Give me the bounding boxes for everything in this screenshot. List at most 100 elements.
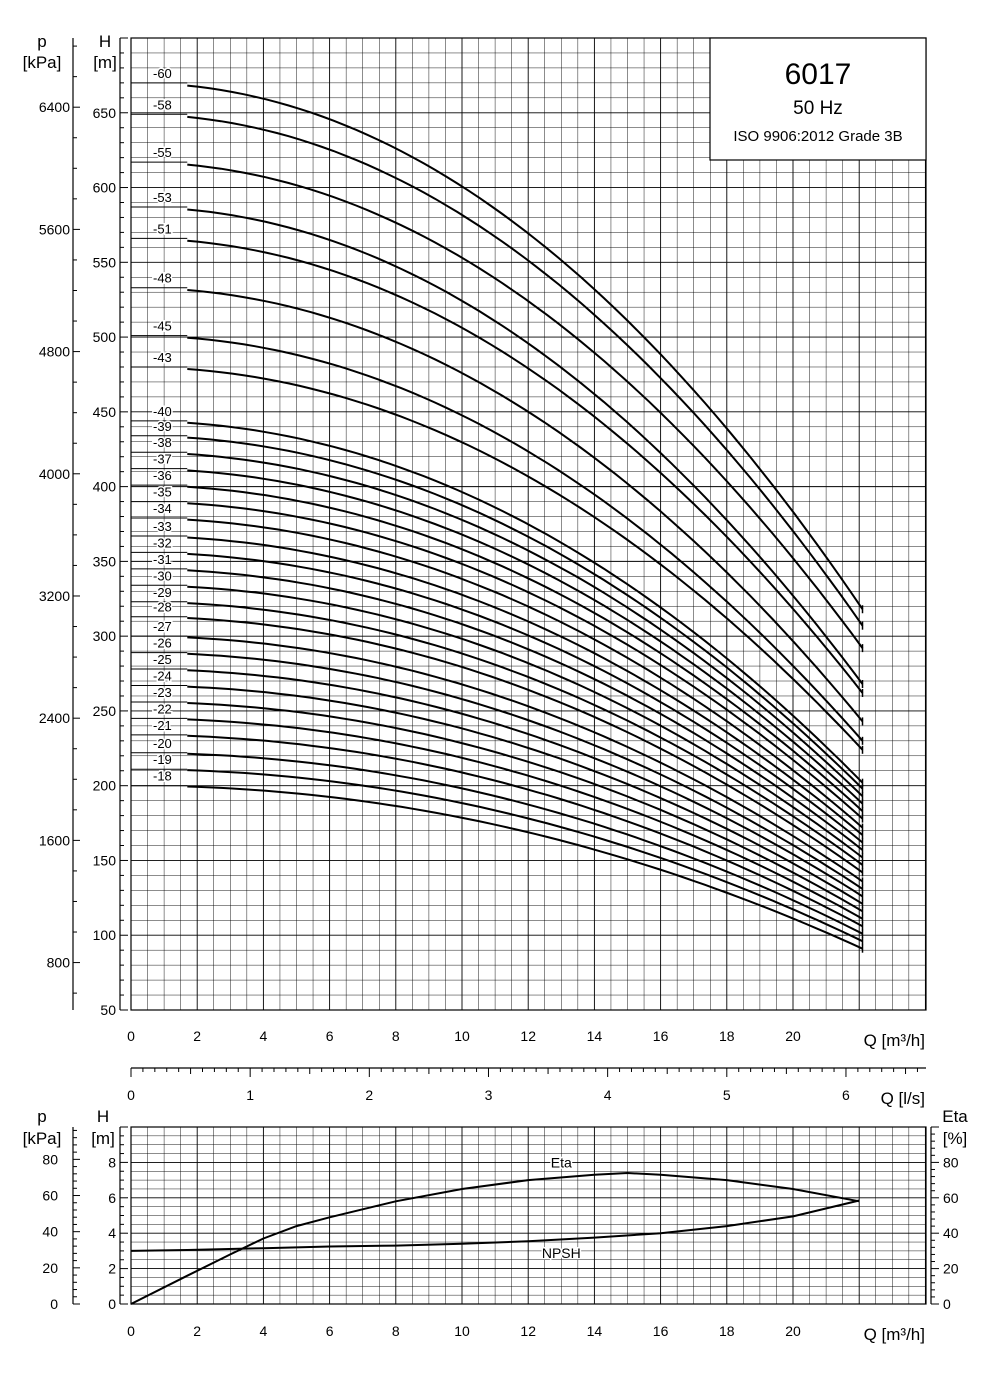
bottom-flow-tick-label: 6 [326,1323,334,1339]
bottom-flow-tick-label: 16 [653,1323,669,1339]
flow-ls-tick-label: 1 [246,1087,254,1103]
eta-npsh-curves: Eta NPSH [130,1153,860,1305]
flow-tick-label: 12 [520,1028,536,1044]
curve-label-58: -58 [153,97,172,112]
flow-tick-label: 20 [785,1028,801,1044]
axes [72,37,939,1305]
eta-tick-label: 0 [943,1296,951,1312]
npsh-curve-label: NPSH [542,1245,581,1261]
head-curve-43 [187,368,864,751]
head-curve-58 [187,115,864,627]
curve-label-33: -33 [153,519,172,534]
bottom-flow-tick-label: 4 [260,1323,268,1339]
curve-label-18: -18 [153,769,172,784]
pressure-tick-label: 1600 [39,832,70,848]
head-curve-26 [187,652,864,890]
head-tick-label: 100 [93,927,117,943]
curve-label-26: -26 [153,636,172,651]
head-curve-38 [187,453,864,797]
bottom-head-tick-label: 8 [108,1154,116,1170]
curve-label-36: -36 [153,468,172,483]
curve-label-53: -53 [153,190,172,205]
pressure-tick-label: 4000 [39,466,70,482]
head-curve-29 [187,602,864,866]
flow-axis-title: Q [m³/h] [864,1031,925,1050]
flow-ls-tick-label: 2 [365,1087,373,1103]
bottom-flow-tick-label: 0 [127,1323,135,1339]
curve-label-37: -37 [153,452,172,467]
standard-label: ISO 9906:2012 Grade 3B [733,128,902,145]
flow-ls-tick-label: 5 [723,1087,731,1103]
head-curve-53 [187,208,864,685]
head-curve-33 [187,536,864,836]
flow-ls-tick-label: 0 [127,1087,135,1103]
head-tick-label: 500 [93,329,117,345]
head-curve-37 [187,469,864,805]
eta-axis-unit: [%] [943,1129,968,1148]
curve-label-21: -21 [153,718,172,733]
head-tick-label: 650 [93,105,117,121]
curve-label-43: -43 [153,350,172,365]
bottom-head-tick-label: 2 [108,1261,116,1277]
curve-label-38: -38 [153,435,172,450]
pressure-tick-label: 3200 [39,588,70,604]
bottom-flow-tick-label: 10 [454,1323,470,1339]
curve-label-27: -27 [153,619,172,634]
head-tick-label: 50 [100,1002,116,1018]
model-number: 6017 [785,58,852,91]
bottom-head-axis-title: H [97,1107,109,1126]
bottom-flow-tick-label: 14 [587,1323,603,1339]
bottom-pressure-tick-label: 80 [42,1151,58,1167]
curve-label-48: -48 [153,271,172,286]
bottom-flow-tick-label: 20 [785,1323,801,1339]
bottom-pressure-axis-unit: [kPa] [23,1129,62,1148]
curve-label-39: -39 [153,419,172,434]
frequency-label: 50 Hz [793,98,843,119]
head-tick-label: 350 [93,553,117,569]
curve-label-35: -35 [153,485,172,500]
flow-tick-label: 2 [193,1028,201,1044]
head-curve-45 [187,336,864,742]
bottom-head-tick-label: 4 [108,1225,116,1241]
bottom-pressure-axis-title: p [37,1107,46,1126]
head-tick-label: 550 [93,254,117,270]
curve-label-55: -55 [153,145,172,160]
head-axis-title: H [99,32,111,51]
bottom-head-tick-label: 6 [108,1190,116,1206]
curve-label-34: -34 [153,501,172,516]
bottom-head-tick-label: 0 [108,1296,116,1312]
flow-tick-label: 10 [454,1028,470,1044]
bottom-flow-tick-label: 2 [193,1323,201,1339]
eta-axis-title: Eta [942,1107,968,1126]
bottom-pressure-tick-label: 20 [42,1260,58,1276]
curve-label-30: -30 [153,568,172,583]
head-tick-label: 300 [93,628,117,644]
eta-tick-label: 60 [943,1190,959,1206]
flow-tick-label: 18 [719,1028,735,1044]
head-tick-label: 600 [93,180,117,196]
eta-tick-label: 20 [943,1261,959,1277]
head-curve-30 [187,585,864,859]
eta-tick-label: 40 [943,1225,959,1241]
pressure-tick-label: 2400 [39,710,70,726]
bottom-pressure-tick-label: 40 [42,1224,58,1240]
flow-tick-label: 8 [392,1028,400,1044]
head-curve-39 [187,436,864,790]
head-curve-23 [187,702,864,913]
bottom-flow-tick-label: 18 [719,1323,735,1339]
curve-label-20: -20 [153,736,172,751]
head-curve-48 [187,289,864,723]
curve-label-31: -31 [153,552,172,567]
head-curve-40 [187,421,864,784]
head-curve-27 [187,636,864,883]
head-tick-label: 450 [93,404,117,420]
curve-label-19: -19 [153,752,172,767]
npsh-curve [130,1199,860,1252]
eta-curve-label: Eta [551,1155,572,1171]
flow-tick-label: 4 [260,1028,268,1044]
head-curve-19 [187,769,863,943]
pressure-axis-unit: [kPa] [23,53,62,72]
flow-ls-tick-label: 3 [485,1087,493,1103]
